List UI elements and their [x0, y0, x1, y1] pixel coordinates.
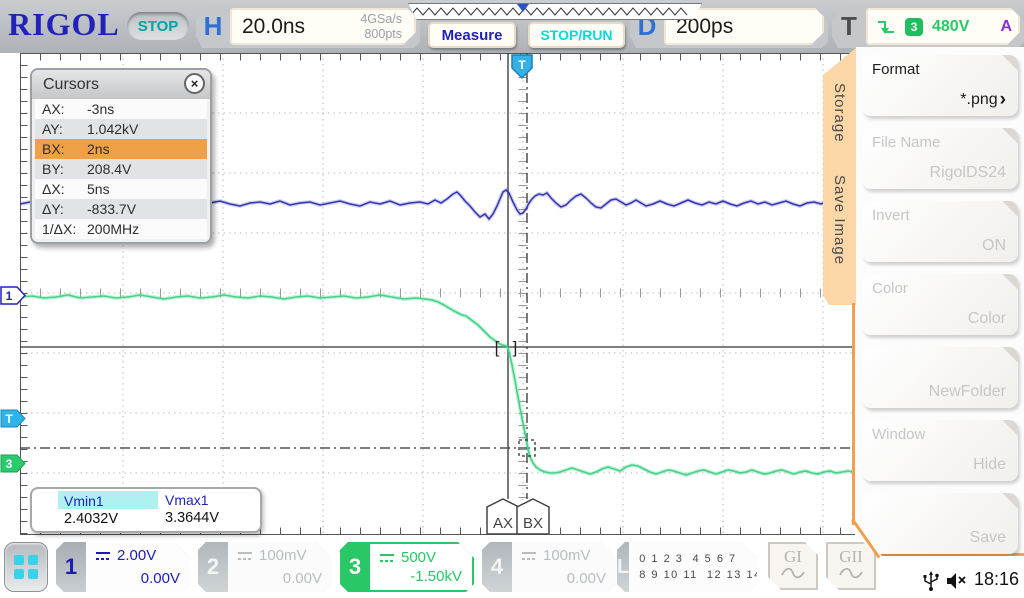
svg-text:T: T: [518, 58, 526, 72]
delay-value: 200ps: [676, 14, 734, 38]
menu-tab-strip: Storage Save Image: [823, 47, 857, 305]
trigger-position-indicator: [517, 4, 529, 12]
timebase-value: 20.0ns: [242, 14, 306, 38]
channel-3-status-active[interactable]: 3 500V -1.50kV: [340, 542, 474, 592]
cursor-row-inv-dx[interactable]: 1/ΔX: 200MHz: [35, 219, 207, 239]
channel-4-status[interactable]: 4 100mV 0.00V: [482, 542, 616, 592]
generator-2-button[interactable]: GII: [826, 542, 876, 590]
horizontal-label: H: [203, 11, 223, 41]
cursor-row-bx-selected[interactable]: BX: 2ns: [35, 139, 207, 159]
cursor-row-by[interactable]: BY: 208.4V: [35, 159, 207, 179]
horizontal-settings[interactable]: H 20.0ns 4GSa/s 800pts: [196, 5, 420, 48]
run-state-badge: STOP: [127, 12, 189, 40]
stop-run-button[interactable]: STOP/RUN: [528, 22, 625, 48]
dc-coupling-icon: [236, 550, 254, 562]
grid-menu-icon: [14, 555, 38, 579]
cursors-panel: Cursors × AX: -3ns AY: 1.042kV BX: 2ns BY: 2…: [30, 68, 212, 244]
tab-storage[interactable]: Storage: [831, 83, 848, 143]
cursor-bx-flag[interactable]: BX: [516, 498, 550, 535]
memory-depth: 800pts: [364, 26, 402, 41]
chevron-right-icon: ›: [999, 89, 1006, 110]
trigger-position-flag[interactable]: T: [511, 54, 533, 80]
waveform-memory-icon: [411, 8, 687, 15]
rigol-logo: RIGOL: [8, 6, 120, 42]
cursor-row-ay[interactable]: AY: 1.042kV: [35, 119, 207, 139]
usb-icon: [923, 571, 939, 591]
memory-position-bar: [408, 3, 702, 20]
menu-item-new-folder[interactable]: NewFolder: [862, 347, 1018, 408]
ch1-position-marker[interactable]: 1: [0, 286, 27, 305]
cursor-row-dx[interactable]: ΔX: 5ns: [35, 179, 207, 199]
ch1-trace: [19, 189, 856, 221]
dc-coupling-icon: [520, 550, 538, 562]
sine-wave-icon: [780, 567, 806, 579]
cursor-ax-flag[interactable]: AX: [486, 498, 520, 535]
svg-text:3: 3: [6, 457, 13, 471]
svg-text:BX: BX: [523, 515, 543, 532]
status-bar: RIGOL STOP H 20.0ns 4GSa/s 800pts Measur…: [0, 0, 1024, 53]
left-markers: 1 T 3: [0, 53, 27, 535]
menu-item-file-name[interactable]: File Name RigolDS24: [862, 128, 1018, 189]
channel-1-status[interactable]: 1 2.00V 0.00V: [56, 542, 190, 592]
generator-1-button[interactable]: GI: [768, 542, 818, 590]
softkey-menu: Format *.png › File Name RigolDS24 Invert…: [856, 47, 1024, 556]
ch3-trace: [19, 294, 856, 476]
cursor-a-bracket-right: ]: [513, 338, 518, 357]
cursors-panel-title: Cursors: [43, 75, 100, 93]
trigger-level-marker[interactable]: T: [0, 409, 26, 428]
menu-border: [852, 303, 855, 525]
channel-2-status[interactable]: 2 100mV 0.00V: [198, 542, 332, 592]
trigger-source-badge: 3: [905, 18, 923, 36]
close-icon[interactable]: ×: [184, 73, 205, 94]
cursor-row-dy[interactable]: ΔY: -833.7V: [35, 199, 207, 219]
menu-item-format[interactable]: Format *.png ›: [862, 55, 1018, 116]
dc-coupling-icon: [94, 550, 112, 562]
cursor-row-ax[interactable]: AX: -3ns: [35, 99, 207, 119]
grid-lines: [20, 53, 855, 535]
menu-item-invert[interactable]: Invert ON: [862, 201, 1018, 262]
trigger-label: T: [841, 11, 857, 41]
channel-bar: 1 2.00V 0.00V 2 100mV 0.00V 3: [0, 540, 1024, 598]
measurement-vmin1[interactable]: Vmin1 2.4032V: [58, 489, 159, 531]
clock: 18:16: [974, 569, 1020, 589]
dc-coupling-icon: [378, 552, 396, 564]
digital-channels-row2: 8 9 10 11 12 13 14 15: [639, 569, 782, 581]
speaker-muted-icon: [947, 573, 966, 589]
digital-channels-row1: 0 1 2 3 4 5 6 7: [639, 552, 737, 565]
svg-text:AX: AX: [493, 515, 513, 532]
graticule-svg: [ ] T AX BX: [19, 53, 856, 535]
measure-button[interactable]: Measure: [428, 22, 516, 48]
svg-text:T: T: [5, 412, 13, 426]
cursor-b-bracket: [518, 439, 536, 457]
logic-channels-status[interactable]: L 0 1 2 3 4 5 6 7 8 9 10 11 12 13 14 15: [617, 542, 757, 592]
menu-item-color[interactable]: Color Color: [862, 274, 1018, 335]
falling-edge-icon: [876, 18, 896, 36]
tab-save-image[interactable]: Save Image: [831, 175, 848, 266]
sine-wave-icon: [838, 567, 864, 579]
trigger-sweep-mode: A: [1000, 17, 1012, 35]
home-menu-button[interactable]: [4, 542, 48, 592]
measurement-vmax1[interactable]: Vmax1 3.3644V: [165, 492, 220, 526]
measurement-panel: Vmin1 2.4032V Vmax1 3.3644V: [30, 487, 262, 533]
center-axis-ticks: [20, 53, 855, 535]
svg-text:1: 1: [6, 289, 13, 303]
menu-item-window[interactable]: Window Hide: [862, 420, 1018, 481]
sample-rate: 4GSa/s: [360, 12, 402, 27]
trigger-level-value: 480V: [932, 17, 970, 35]
cursor-a-bracket-left: [: [495, 338, 500, 357]
ch3-position-marker[interactable]: 3: [0, 454, 26, 473]
trigger-settings[interactable]: T 3 480V A: [832, 5, 1024, 48]
menu-item-save[interactable]: Save: [862, 493, 1018, 554]
